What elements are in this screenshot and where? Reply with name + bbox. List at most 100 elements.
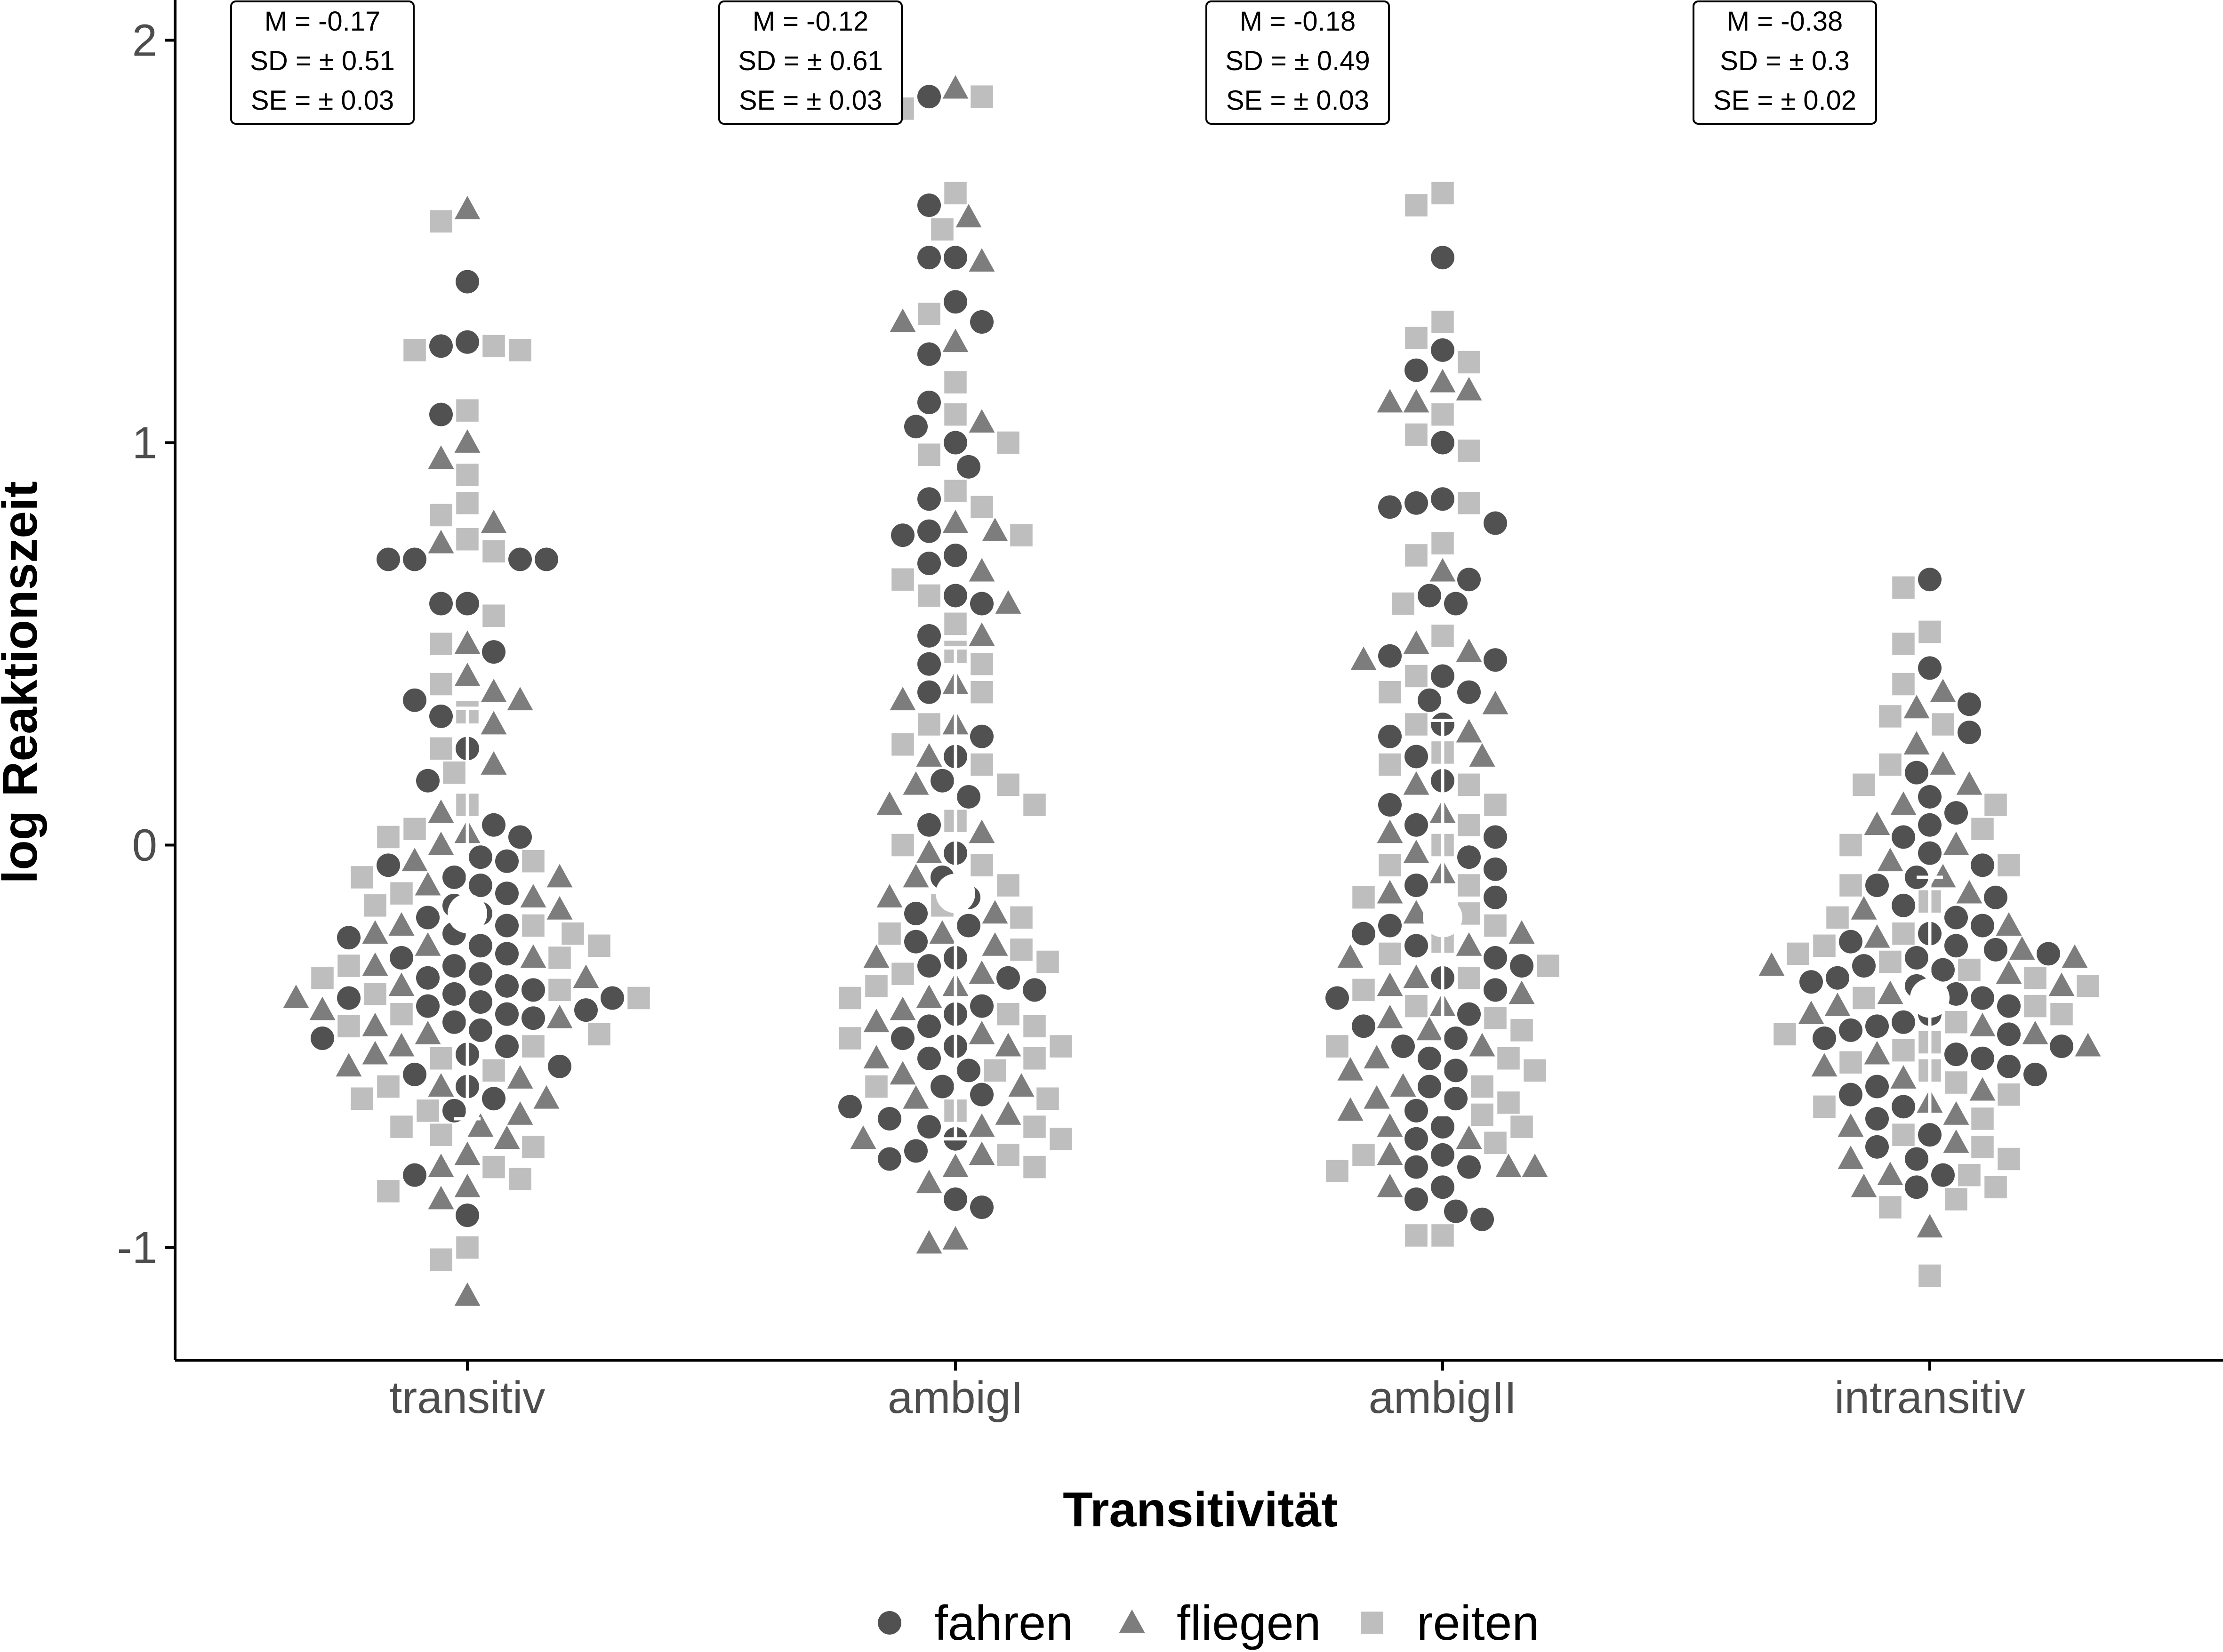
data-point-reiten <box>377 1180 400 1203</box>
data-point-reiten <box>891 733 914 756</box>
data-point-fahren <box>931 1075 954 1099</box>
data-point-fahren <box>1444 1026 1468 1050</box>
stats-label-box <box>1693 0 1877 125</box>
data-point-fahren <box>1865 874 1889 898</box>
data-point-fliegen <box>890 308 916 332</box>
data-point-reiten <box>522 1035 545 1058</box>
data-point-reiten <box>1984 1176 2007 1199</box>
data-point-fahren <box>917 519 941 543</box>
data-point-fahren <box>1918 656 1942 680</box>
y-tick-label: 1 <box>132 418 157 468</box>
data-point-fahren <box>944 246 967 270</box>
data-point-fliegen <box>520 884 546 908</box>
data-point-fahren <box>416 769 440 793</box>
data-point-reiten <box>1892 1039 1915 1062</box>
data-point-reiten <box>2050 1002 2073 1026</box>
data-point-fahren <box>1958 692 1981 716</box>
data-point-reiten <box>1958 958 1981 981</box>
data-point-fliegen <box>903 864 929 888</box>
data-point-reiten <box>456 1236 479 1259</box>
data-point-fliegen <box>2075 1033 2101 1057</box>
data-point-reiten <box>1431 625 1454 647</box>
data-point-fliegen <box>1864 811 1890 835</box>
data-point-fliegen <box>454 429 481 453</box>
data-point-fahren <box>970 310 994 334</box>
data-point-fliegen <box>1403 840 1429 864</box>
data-point-reiten <box>377 1075 400 1098</box>
data-point-fliegen <box>415 932 441 956</box>
data-point-reiten <box>1853 773 1875 796</box>
data-point-fahren <box>469 934 492 958</box>
data-point-reiten <box>918 584 940 607</box>
data-point-fliegen <box>916 743 942 767</box>
data-point-reiten <box>482 540 505 563</box>
data-point-reiten <box>548 978 571 1002</box>
data-point-fliegen <box>942 510 969 533</box>
data-point-fahren <box>482 640 506 664</box>
data-point-fahren <box>838 1095 862 1119</box>
stats-layer: M = -0.17 SD = ± 0.51 SE = ± 0.03 M = -0.12… <box>230 0 1877 125</box>
data-point-fliegen <box>863 1009 890 1033</box>
data-point-reiten <box>2024 994 2046 1018</box>
data-point-fliegen <box>573 964 599 988</box>
data-point-fliegen <box>546 864 573 888</box>
data-point-fliegen <box>1403 630 1429 654</box>
data-point-reiten <box>1839 1051 1862 1074</box>
mean-point <box>1423 898 1462 938</box>
data-point-fahren <box>442 982 466 1006</box>
data-point-fliegen <box>876 884 903 908</box>
data-point-fahren <box>1905 761 1928 785</box>
data-point-fahren <box>1918 785 1942 809</box>
y-tick-label: 2 <box>132 16 157 66</box>
data-point-reiten <box>1050 1035 1072 1058</box>
stats-label-se: SE = ± 0.03 <box>739 85 882 116</box>
data-point-fahren <box>1378 724 1402 748</box>
data-point-fahren <box>469 990 492 1014</box>
data-point-fahren <box>917 813 941 837</box>
data-point-fahren <box>1444 592 1468 616</box>
data-point-fliegen <box>1377 389 1403 413</box>
data-point-fahren <box>1826 966 1849 990</box>
data-point-fliegen <box>916 1170 942 1194</box>
data-point-fliegen <box>969 409 995 433</box>
mean-point <box>448 893 487 933</box>
data-point-fliegen <box>494 1125 520 1149</box>
data-point-fliegen <box>428 445 454 469</box>
data-point-fliegen <box>1956 771 1982 795</box>
data-point-reiten <box>997 1002 1019 1026</box>
data-point-fahren <box>1892 1010 1915 1034</box>
data-point-fahren <box>574 998 598 1022</box>
data-point-reiten <box>1484 914 1507 937</box>
x-tick-label: ambigII <box>1369 1372 1517 1423</box>
data-point-reiten <box>1918 1264 1941 1287</box>
data-point-fahren <box>1892 1095 1915 1119</box>
data-point-fliegen <box>1943 1101 1969 1125</box>
data-point-reiten <box>1497 1047 1520 1070</box>
data-point-fahren <box>377 853 400 877</box>
data-point-reiten <box>1458 492 1480 514</box>
data-point-fliegen <box>1377 880 1403 904</box>
data-point-reiten <box>430 673 452 696</box>
data-point-reiten <box>944 403 967 426</box>
data-point-reiten <box>1458 966 1480 989</box>
data-point-fahren <box>1378 644 1402 668</box>
data-point-reiten <box>891 568 914 591</box>
data-point-fahren <box>944 584 967 608</box>
data-point-reiten <box>1853 986 1875 1010</box>
data-point-reiten <box>1813 934 1836 957</box>
data-point-reiten <box>548 946 571 969</box>
data-point-fliegen <box>969 819 995 843</box>
data-point-fliegen <box>1403 900 1429 924</box>
data-point-fahren <box>917 1014 941 1038</box>
data-point-reiten <box>1010 906 1033 929</box>
data-point-fahren <box>1997 1022 2021 1046</box>
data-point-reiten <box>971 854 993 877</box>
data-point-fahren <box>1918 568 1942 592</box>
data-point-fahren <box>1431 431 1454 455</box>
data-point-reiten <box>1958 1163 1981 1187</box>
data-point-reiten <box>1326 1035 1348 1058</box>
data-point-fliegen <box>546 896 573 920</box>
data-point-fliegen <box>1877 848 1903 872</box>
data-point-reiten <box>1879 950 1902 973</box>
